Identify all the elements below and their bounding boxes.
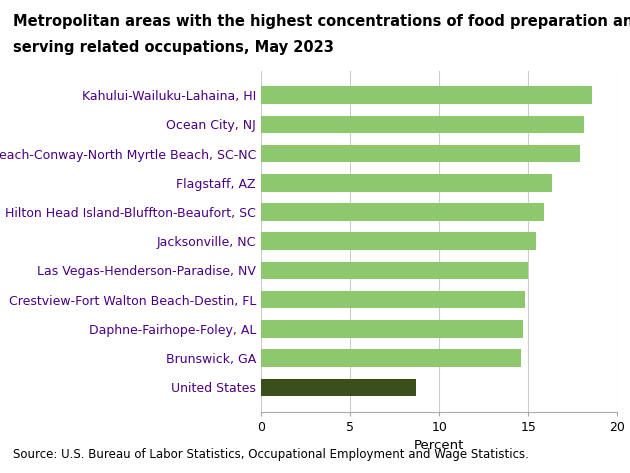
Bar — [261, 378, 416, 396]
Bar — [261, 87, 592, 104]
Bar — [261, 349, 521, 367]
Text: serving related occupations, May 2023: serving related occupations, May 2023 — [13, 40, 333, 55]
Bar — [261, 291, 525, 308]
Bar — [261, 145, 580, 162]
X-axis label: Percent: Percent — [415, 439, 464, 452]
Bar — [261, 262, 529, 279]
Text: Source: U.S. Bureau of Labor Statistics, Occupational Employment and Wage Statis: Source: U.S. Bureau of Labor Statistics,… — [13, 448, 529, 461]
Bar — [261, 232, 536, 250]
Bar — [261, 203, 544, 221]
Bar — [261, 174, 551, 192]
Text: Metropolitan areas with the highest concentrations of food preparation and: Metropolitan areas with the highest conc… — [13, 14, 630, 29]
Bar — [261, 320, 523, 338]
Bar — [261, 115, 583, 133]
